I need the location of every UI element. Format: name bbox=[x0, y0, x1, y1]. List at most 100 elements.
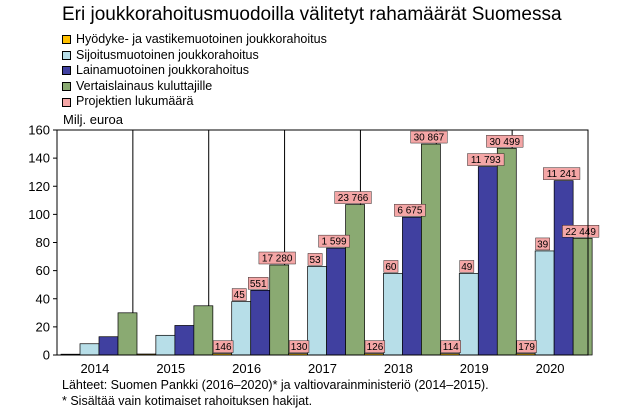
legend-swatch-sijoitus bbox=[62, 50, 71, 60]
data-label-2020-series-0: 179 bbox=[518, 342, 535, 353]
data-label-box bbox=[516, 340, 537, 353]
data-label-box bbox=[334, 191, 372, 204]
data-label-group: 22 449 bbox=[562, 225, 600, 238]
data-label-group: 45 bbox=[231, 288, 247, 301]
footnote: * Sisältää vain kotimaiset rahoituksen h… bbox=[62, 394, 313, 408]
data-label-2019-series-0: 114 bbox=[443, 342, 459, 353]
legend-label-projektit: Projektien lukumäärä bbox=[76, 94, 194, 109]
data-label-group: 39 bbox=[535, 237, 550, 251]
data-label-group: 30 867 bbox=[410, 130, 448, 144]
data-label-box bbox=[213, 340, 234, 353]
y-tick-label: 20 bbox=[36, 319, 50, 334]
data-label-2016-series-1: 45 bbox=[234, 290, 246, 301]
data-label-2018-series-2: 6 675 bbox=[397, 206, 422, 217]
data-label-group: 30 499 bbox=[486, 135, 524, 148]
bar-2018-series-2 bbox=[402, 216, 422, 356]
legend-swatch-vertaislainaus bbox=[62, 82, 71, 92]
data-label-2016-series-3: 17 280 bbox=[262, 254, 293, 265]
data-label-2020-series-1: 39 bbox=[537, 239, 549, 250]
bar-2014-series-2 bbox=[98, 336, 119, 356]
bar-2018-series-3 bbox=[421, 143, 441, 356]
legend: Hyödyke- ja vastikemuotoinen joukkorahoi… bbox=[62, 32, 327, 110]
bar-2020-series-2 bbox=[553, 180, 574, 356]
data-label-box bbox=[562, 225, 600, 238]
data-label-box bbox=[535, 237, 550, 251]
data-label-box bbox=[258, 251, 296, 265]
data-label-box bbox=[288, 340, 310, 353]
y-tick-label: 140 bbox=[28, 151, 50, 166]
legend-swatch-hyodyke bbox=[62, 35, 71, 45]
data-label-group: 60 bbox=[383, 260, 399, 273]
legend-label-sijoitus: Sijoitusmuotoinen joukkorahoitus bbox=[76, 47, 259, 62]
legend-swatch-projektit bbox=[62, 97, 71, 107]
x-tick-label: 2014 bbox=[80, 361, 109, 376]
legend-label-vertaislainaus: Vertaislainaus kuluttajille bbox=[76, 78, 213, 93]
footer: Lähteet: Suomen Pankki (2016–2020)* ja v… bbox=[62, 377, 489, 409]
data-label-box bbox=[248, 277, 269, 290]
source-note: Lähteet: Suomen Pankki (2016–2020)* ja v… bbox=[62, 378, 489, 392]
x-tick-label: 2018 bbox=[384, 361, 413, 376]
plot-area: 2014 2015 2016 2017 2018 2019 2020 146 45 551 17 2… bbox=[28, 123, 600, 376]
bar-2017-series-3 bbox=[345, 204, 365, 356]
data-label-box bbox=[486, 135, 524, 148]
data-label-box bbox=[307, 253, 323, 266]
bar-2020-series-3 bbox=[572, 237, 593, 356]
bar-2017-series-1 bbox=[307, 266, 327, 356]
data-label-box bbox=[231, 288, 247, 301]
y-tick-label: 160 bbox=[28, 123, 50, 138]
legend-swatch-laina bbox=[62, 66, 71, 76]
data-label-box bbox=[543, 167, 581, 180]
data-label-group: 17 280 bbox=[258, 251, 296, 265]
data-label-group: 551 bbox=[248, 277, 269, 290]
bar-2020-series-1 bbox=[534, 250, 555, 356]
data-label-group: 179 bbox=[516, 340, 537, 353]
data-label-2017-series-2: 1 599 bbox=[322, 237, 347, 248]
bar-2019-series-3 bbox=[496, 147, 517, 356]
data-label-2018-series-0: 126 bbox=[367, 342, 384, 353]
data-label-2019-series-2: 11 793 bbox=[471, 155, 501, 166]
bar-2015-series-3 bbox=[193, 305, 214, 356]
y-tick-label: 100 bbox=[28, 207, 50, 222]
y-tick-label: 120 bbox=[28, 179, 50, 194]
data-label-2020-series-2: 11 241 bbox=[547, 169, 577, 180]
bar-2016-series-1 bbox=[231, 301, 252, 356]
data-label-2019-series-3: 30 499 bbox=[489, 137, 520, 148]
y-tick-label: 0 bbox=[43, 348, 50, 363]
data-label-2016-series-0: 146 bbox=[215, 342, 232, 353]
legend-label-hyodyke: Hyödyke- ja vastikemuotoinen joukkorahoi… bbox=[76, 32, 327, 46]
data-label-box bbox=[459, 260, 475, 273]
legend-item-projektit: Projektien lukumäärä bbox=[62, 94, 327, 110]
data-label-group: 114 bbox=[440, 340, 461, 353]
bar-2014-series-1 bbox=[79, 343, 100, 356]
bar-2019-series-2 bbox=[477, 166, 498, 356]
data-label-2017-series-1: 53 bbox=[310, 255, 322, 266]
data-label-box bbox=[383, 260, 399, 273]
y-axis-label: Milj. euroa bbox=[63, 112, 124, 127]
data-label-group: 126 bbox=[364, 340, 386, 353]
data-label-box bbox=[318, 234, 350, 248]
bar-2015-series-2 bbox=[174, 325, 195, 356]
legend-item-vertaislainaus: Vertaislainaus kuluttajille bbox=[62, 79, 327, 95]
data-label-2020-series-3: 22 449 bbox=[565, 227, 596, 238]
data-label-2018-series-1: 60 bbox=[385, 262, 397, 273]
data-label-group: 53 bbox=[307, 253, 323, 266]
data-label-group: 1 599 bbox=[318, 234, 350, 248]
x-tick-label: 2017 bbox=[308, 361, 337, 376]
data-label-group: 6 675 bbox=[394, 203, 426, 217]
data-label-group: 23 766 bbox=[334, 191, 372, 204]
y-tick-label: 60 bbox=[36, 263, 50, 278]
x-tick-label: 2020 bbox=[536, 361, 565, 376]
x-tick-label: 2015 bbox=[156, 361, 185, 376]
bar-2019-series-1 bbox=[458, 273, 479, 356]
data-label-box bbox=[467, 153, 505, 166]
legend-item-hyodyke: Hyödyke- ja vastikemuotoinen joukkorahoi… bbox=[62, 32, 327, 48]
data-label-2017-series-3: 23 766 bbox=[338, 193, 369, 204]
bar-2014-series-3 bbox=[117, 312, 138, 356]
chart-title: Eri joukkorahoitusmuodoilla välitetyt ra… bbox=[62, 4, 562, 25]
data-label-group: 11 793 bbox=[467, 153, 505, 166]
legend-item-laina: Lainamuotoinen joukkorahoitus bbox=[62, 63, 327, 79]
data-label-group: 11 241 bbox=[543, 167, 581, 180]
data-label-box bbox=[410, 130, 448, 144]
data-label-group: 146 bbox=[213, 340, 234, 353]
